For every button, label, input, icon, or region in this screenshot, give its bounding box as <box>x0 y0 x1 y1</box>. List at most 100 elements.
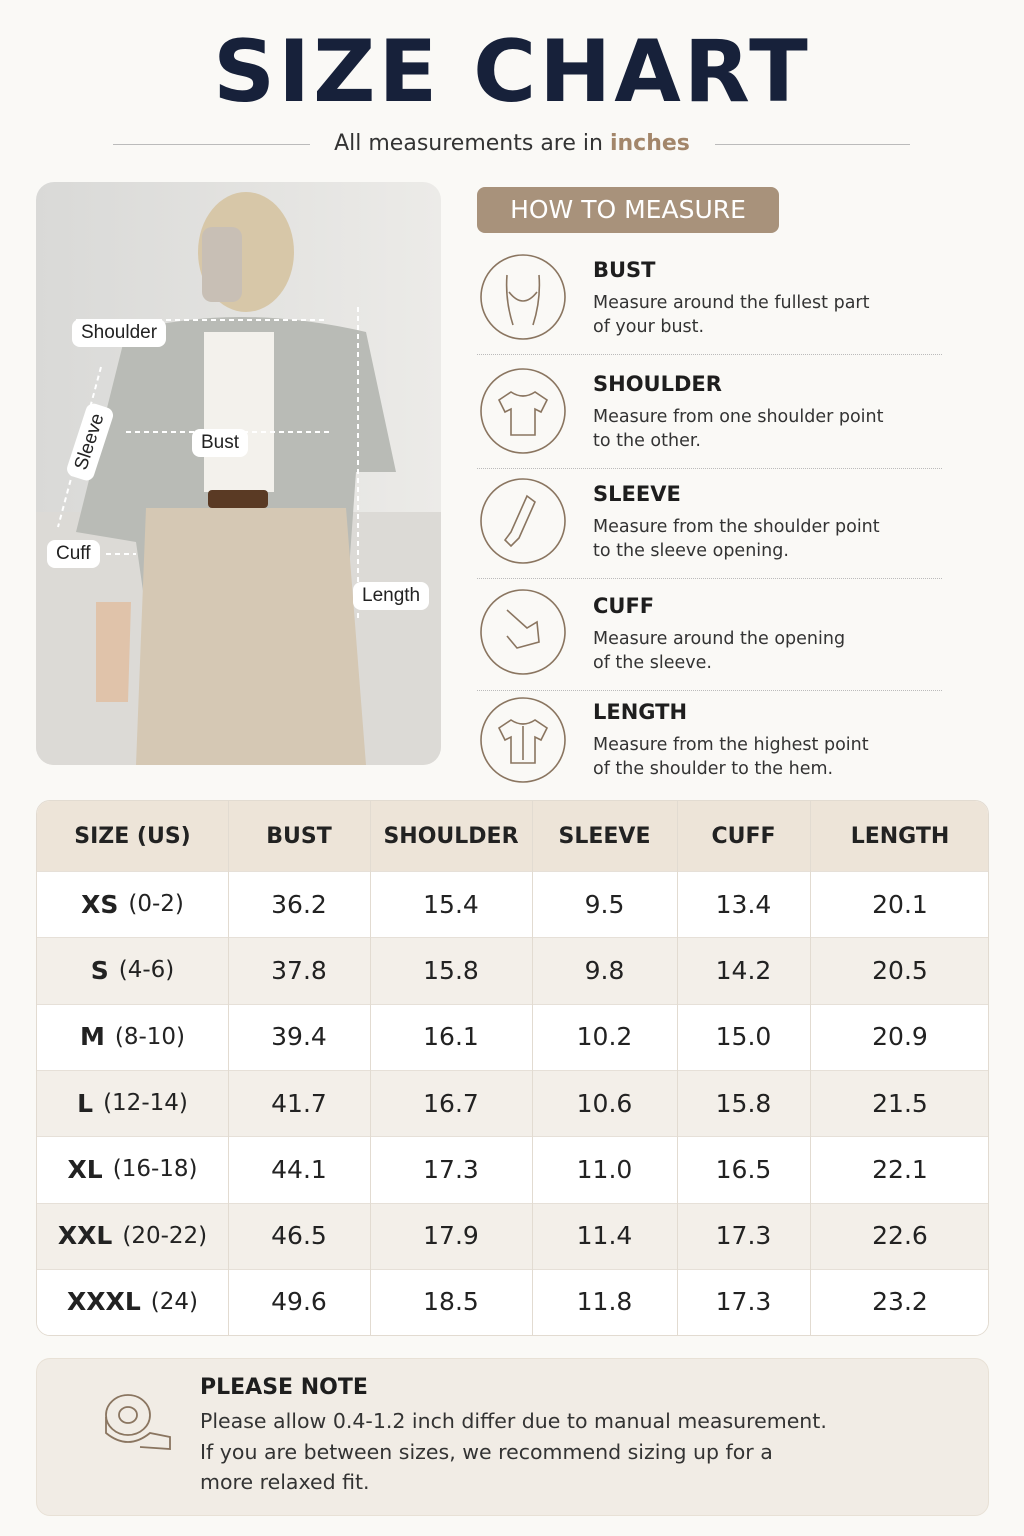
size: XS <box>81 889 119 919</box>
note-box <box>36 1358 989 1516</box>
value-cell: 23.2 <box>872 1287 928 1317</box>
size-cell: XXL (20-22) <box>37 1203 228 1269</box>
photo-label: Bust <box>192 429 249 457</box>
row-bg <box>37 1268 988 1335</box>
photo-label: Cuff <box>47 540 100 568</box>
photo <box>36 182 441 765</box>
size: M <box>79 1022 105 1052</box>
value-cell: 14.2 <box>715 955 772 985</box>
size-cell: L (12-14) <box>37 1070 228 1136</box>
value-cell: 36.2 <box>271 889 327 919</box>
column-divider <box>810 801 811 1335</box>
value-cell: 20.5 <box>872 955 928 985</box>
title: SIZE CHART <box>213 22 811 122</box>
value-cell: 21.5 <box>872 1088 928 1118</box>
size-cell: M (8-10) <box>37 1004 228 1070</box>
size: XXL <box>57 1221 113 1251</box>
value-cell: 17.3 <box>715 1221 772 1251</box>
size-cell: XS (0-2) <box>37 871 228 937</box>
row-bg <box>37 1202 988 1269</box>
note-title: PLEASE NOTE <box>200 1375 368 1400</box>
value-cell: 11.4 <box>576 1221 633 1251</box>
separator <box>477 354 942 355</box>
tape-icon <box>105 1394 171 1450</box>
row-bg <box>37 1003 988 1070</box>
note-line: Please allow 0.4-1.2 inch differ due to … <box>200 1409 827 1433</box>
header-cell: SIZE (US) <box>74 823 191 849</box>
item-title: SHOULDER <box>593 372 722 396</box>
value-cell: 16.7 <box>423 1088 479 1118</box>
divider <box>715 144 910 145</box>
value-cell: 16.5 <box>715 1154 772 1184</box>
column-divider <box>677 801 678 1335</box>
value-cell: 17.9 <box>423 1221 479 1251</box>
item-title: LENGTH <box>593 700 688 724</box>
value-cell: 39.4 <box>271 1022 327 1052</box>
size-range: (8-10) <box>114 1023 186 1050</box>
value-cell: 10.2 <box>576 1022 633 1052</box>
size: S <box>90 955 109 985</box>
size: XL <box>67 1154 103 1184</box>
row-bg <box>37 871 988 938</box>
photo-label: Shoulder <box>72 319 167 347</box>
item-description: Measure from the highest point <box>593 735 869 755</box>
value-cell: 49.6 <box>271 1287 327 1317</box>
row-bg <box>37 1136 988 1203</box>
header-bg <box>37 801 988 871</box>
size: XXXL <box>67 1287 141 1317</box>
item-title: BUST <box>593 258 656 282</box>
value-cell: 17.3 <box>423 1154 479 1184</box>
header-cell: LENGTH <box>850 823 950 849</box>
note-line: more relaxed fit. <box>200 1470 370 1494</box>
item-description: Measure from one shoulder point <box>593 407 884 427</box>
subtitle: All measurements are in inches <box>0 131 1024 156</box>
size-table: SIZE (US) BUST SHOULDER SLEEVE CUFF LENGTH XS (… <box>36 800 989 1336</box>
size-cell: XXXL (24) <box>37 1269 228 1335</box>
size-range: (0-2) <box>128 891 184 918</box>
size-range: (20-22) <box>122 1222 208 1249</box>
size-range: (12-14) <box>103 1090 188 1117</box>
value-cell: 11.8 <box>576 1287 633 1317</box>
header-cell: SHOULDER <box>383 823 519 849</box>
value-cell: 17.3 <box>715 1287 772 1317</box>
item-description: Measure from the shoulder point <box>593 517 880 537</box>
size-cell: XL (16-18) <box>37 1136 228 1202</box>
separator <box>477 690 942 691</box>
value-cell: 18.5 <box>423 1287 479 1317</box>
header-cell: SLEEVE <box>558 823 651 849</box>
value-cell: 41.7 <box>271 1088 327 1118</box>
note-line: If you are between sizes, we recommend s… <box>200 1439 773 1464</box>
value-cell: 15.8 <box>423 955 479 985</box>
item-description: of your bust. <box>593 317 705 337</box>
value-cell: 20.1 <box>872 889 928 919</box>
item-description: to the sleeve opening. <box>593 541 789 561</box>
value-cell: 22.1 <box>872 1154 928 1184</box>
separator <box>477 468 942 469</box>
row-bg <box>37 937 988 1004</box>
value-cell: 9.8 <box>584 955 625 985</box>
header-cell: BUST <box>266 823 332 849</box>
item-description: Measure around the opening <box>593 629 846 649</box>
value-cell: 16.1 <box>423 1022 479 1052</box>
value-cell: 15.4 <box>423 889 479 919</box>
size-range: (24) <box>150 1288 198 1315</box>
divider <box>113 144 310 145</box>
item-title: CUFF <box>593 594 655 618</box>
unit: inches <box>609 131 690 156</box>
column-divider <box>228 801 229 1335</box>
item-description: of the shoulder to the hem. <box>593 759 834 779</box>
header-cell: CUFF <box>711 823 776 849</box>
row-bg <box>37 1069 988 1137</box>
value-cell: 22.6 <box>872 1221 928 1251</box>
size-cell: S (4-6) <box>37 937 228 1003</box>
item-description: Measure around the fullest part <box>593 293 870 313</box>
column-divider <box>370 801 371 1335</box>
section-badge: HOW TO MEASURE <box>477 187 779 233</box>
photo-label: Length <box>353 582 430 610</box>
item-description: to the other. <box>593 431 701 451</box>
value-cell: 9.5 <box>584 889 625 919</box>
value-cell: 20.9 <box>872 1022 928 1052</box>
item-title: SLEEVE <box>593 482 681 506</box>
value-cell: 15.8 <box>715 1088 772 1118</box>
size-range: (4-6) <box>118 957 175 984</box>
